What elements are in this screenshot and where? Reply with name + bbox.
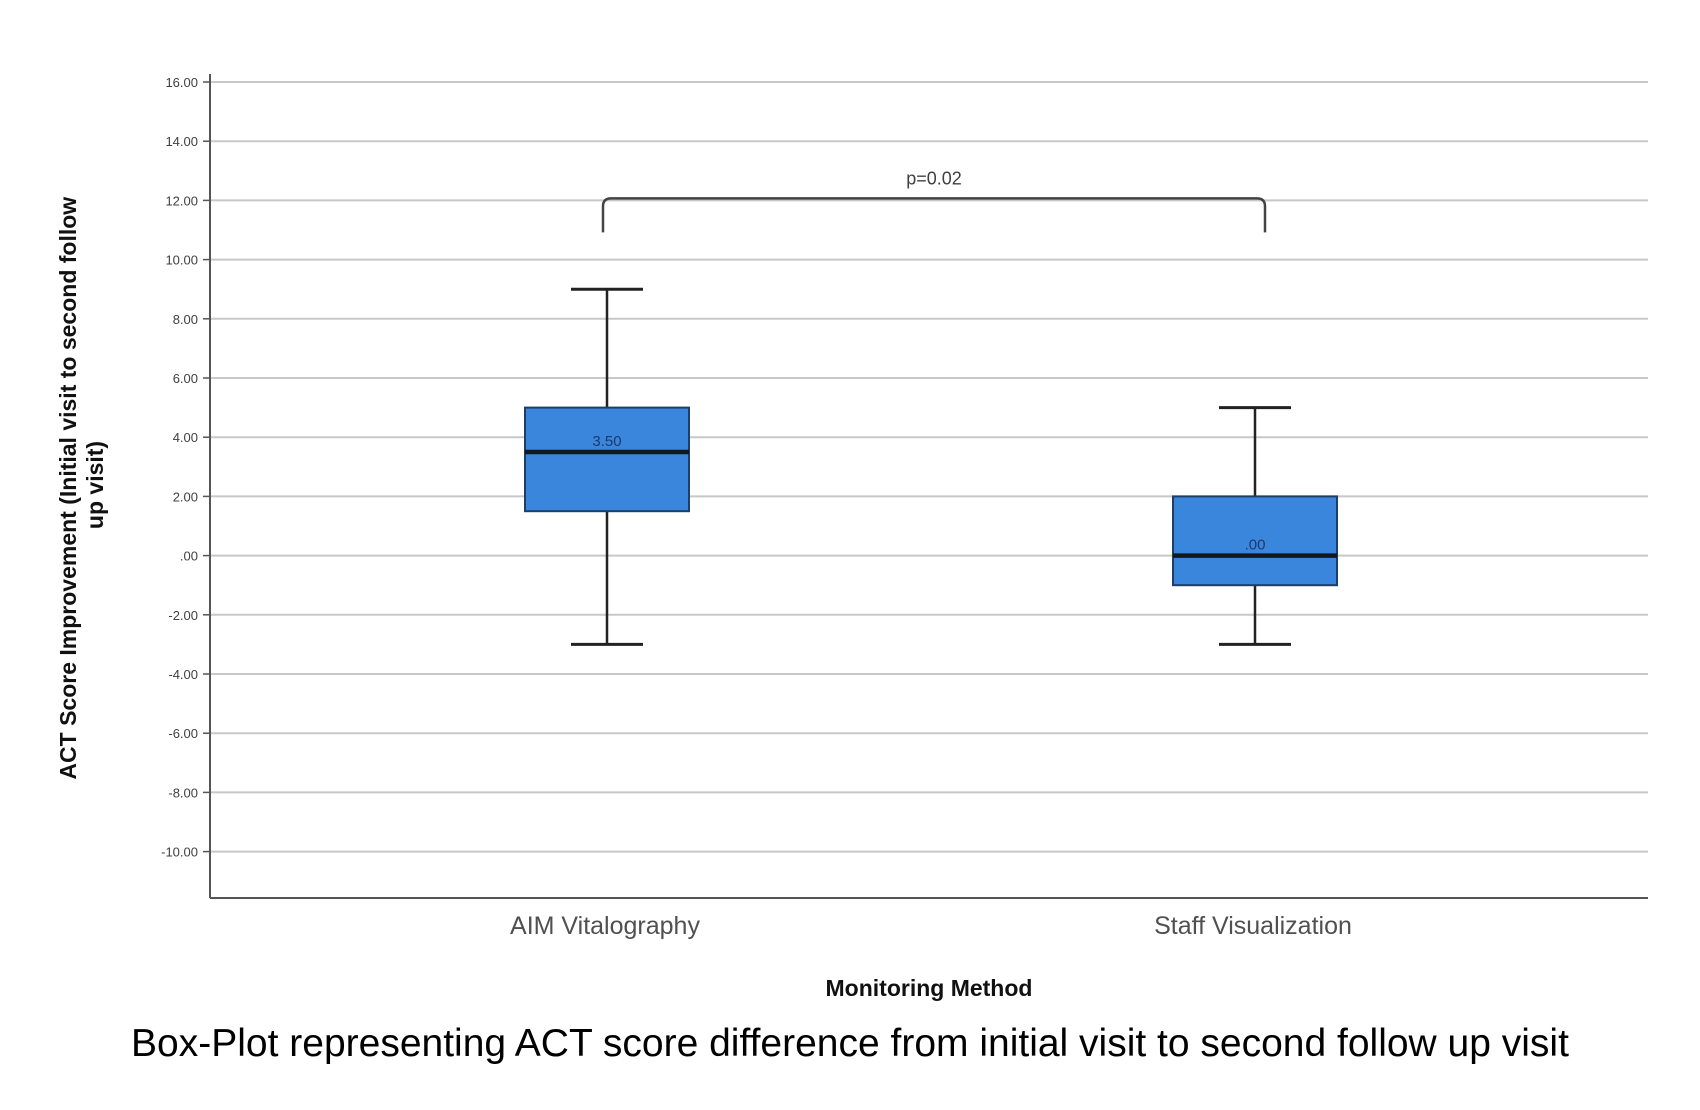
y-tick-label: 14.00 [165, 134, 198, 149]
y-tick-label: 6.00 [173, 371, 198, 386]
significance-bracket: p=0.02 [601, 168, 1267, 233]
y-tick-label: 10.00 [165, 253, 198, 268]
y-tick-label: 16.00 [165, 75, 198, 90]
y-tick-label: -6.00 [168, 726, 198, 741]
median-label: 3.50 [592, 433, 621, 450]
box-plot-chart: 16.00 14.00 12.00 10.00 8.00 6.00 4.00 2.00 .00 -… [55, 74, 1648, 1001]
x-axis-title: Monitoring Method [826, 975, 1033, 1001]
x-category-label: AIM Vitalography [510, 912, 700, 940]
y-axis-title-line-1: ACT Score Improvement (Initial visit to … [55, 197, 81, 780]
iqr-box [1172, 495, 1338, 587]
y-tick-label: -8.00 [168, 785, 198, 800]
boxes: 3.50 .00 [524, 287, 1338, 646]
y-tick-label: -2.00 [168, 608, 198, 623]
figure-caption: Box-Plot representing ACT score differen… [131, 1022, 1569, 1065]
y-tick-label: 8.00 [173, 312, 198, 327]
x-axis-categories: AIM Vitalography Staff Visualization [510, 912, 1352, 940]
y-axis-ticks: 16.00 14.00 12.00 10.00 8.00 6.00 4.00 2.00 .00 -… [161, 75, 210, 860]
y-tick-label: -4.00 [168, 667, 198, 682]
bracket-line [601, 197, 1267, 233]
y-tick-label: 12.00 [165, 193, 198, 208]
y-tick-label: .00 [180, 549, 198, 564]
y-axis-title-line-2: up visit) [82, 441, 108, 529]
median-label: .00 [1245, 537, 1266, 554]
iqr-box [524, 406, 690, 513]
x-category-label: Staff Visualization [1154, 912, 1352, 940]
p-value-label: p=0.02 [906, 168, 962, 188]
y-axis-title: ACT Score Improvement (Initial visit to … [55, 190, 108, 779]
y-tick-label: 4.00 [173, 430, 198, 445]
y-tick-label: 2.00 [173, 489, 198, 504]
box-1: .00 [1172, 406, 1338, 646]
gridlines [210, 81, 1648, 853]
y-tick-label: -10.00 [161, 845, 198, 860]
box-0: 3.50 [524, 287, 690, 646]
